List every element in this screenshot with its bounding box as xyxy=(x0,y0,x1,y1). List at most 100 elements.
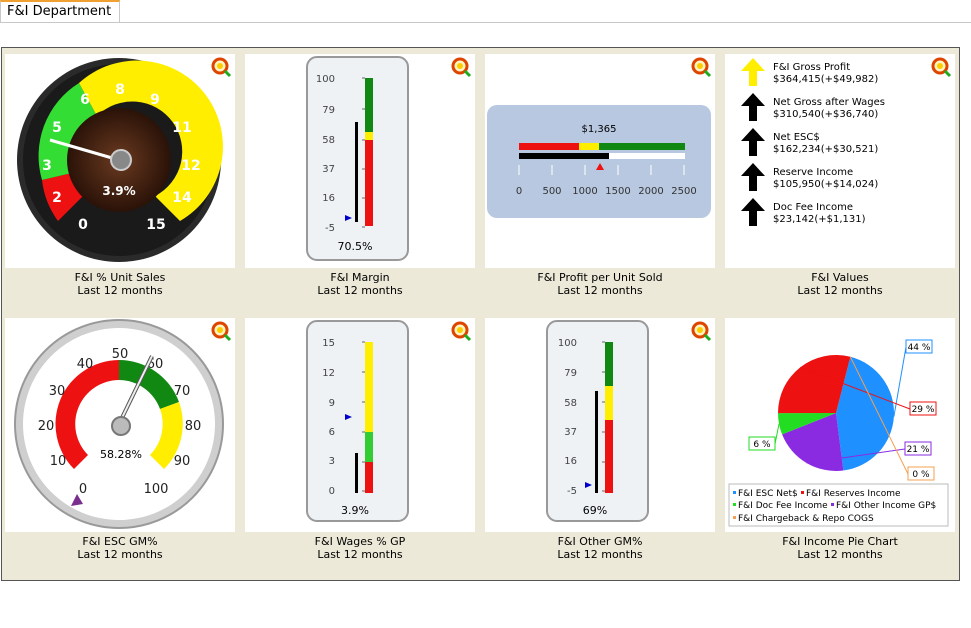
gauge-card-other-gm: 100 79 58 37 16 -5 69% xyxy=(485,318,715,532)
value-name: Reserve Income xyxy=(773,167,853,178)
band-red xyxy=(519,143,579,150)
gauge-value: 3.9% xyxy=(102,184,135,198)
scale-label-12: 12 xyxy=(181,158,200,174)
caption-title: F&I Income Pie Chart xyxy=(782,535,898,548)
caption-wages-gp: F&I Wages % GP Last 12 months xyxy=(245,535,475,561)
scale-label-0: 0 xyxy=(78,217,88,233)
band-yellow xyxy=(579,143,599,150)
band-green xyxy=(605,342,613,386)
pie-data-label: 6 % xyxy=(753,440,771,450)
legend-swatch xyxy=(733,491,736,494)
tab-fi-department[interactable]: F&I Department xyxy=(0,0,121,22)
scale-label: 2000 xyxy=(638,186,663,197)
band-red xyxy=(365,140,373,226)
magnifier-icon[interactable] xyxy=(450,320,472,342)
band-red xyxy=(365,462,373,493)
esc-gm-gauge: 0 10 20 30 40 50 60 70 80 90 100 58.28% xyxy=(14,319,224,529)
value-bar xyxy=(355,122,358,222)
caption-period: Last 12 months xyxy=(797,548,883,561)
caption-title: F&I % Unit Sales xyxy=(74,271,166,284)
pie-slice[interactable] xyxy=(778,413,836,435)
legend-swatch xyxy=(801,491,804,494)
pie-data-label: 21 % xyxy=(907,445,930,455)
scale-label-30: 30 xyxy=(49,384,66,399)
scale-label-5: 5 xyxy=(52,120,62,136)
scale-label: 1500 xyxy=(605,186,630,197)
list-item: Net Gross after Wages $310,540(+$36,740) xyxy=(741,93,885,121)
magnifier-icon[interactable] xyxy=(210,56,232,78)
caption-title: F&I ESC GM% xyxy=(82,535,158,548)
pie-slice[interactable] xyxy=(782,413,844,471)
gauge-value: 3.9% xyxy=(341,504,369,517)
list-item: Doc Fee Income $23,142(+$1,131) xyxy=(741,198,866,226)
caption-esc-gm: F&I ESC GM% Last 12 months xyxy=(5,535,235,561)
value-bar xyxy=(519,153,609,159)
scale-label: 9 xyxy=(329,398,335,409)
caption-other-gm: F&I Other GM% Last 12 months xyxy=(485,535,715,561)
scale-label-9: 9 xyxy=(150,92,160,108)
gauge-card-margin: 100 79 58 37 16 -5 70.5% xyxy=(245,54,475,268)
caption-pie-chart: F&I Income Pie Chart Last 12 months xyxy=(725,535,955,561)
gauge-frame xyxy=(487,105,711,218)
pie-slice[interactable] xyxy=(836,356,894,471)
legend-swatch xyxy=(733,503,736,506)
magnifier-icon[interactable] xyxy=(930,56,952,78)
caption-period: Last 12 months xyxy=(557,548,643,561)
scale-label-90: 90 xyxy=(174,454,191,469)
scale-label: 58 xyxy=(322,135,335,146)
scale-label: -5 xyxy=(567,486,577,497)
list-item: Net ESC$ $162,234(+$30,521) xyxy=(741,128,878,156)
scale-label-14: 14 xyxy=(172,190,192,206)
gauge-card-wages-gp: 15 12 9 6 3 0 3.9% xyxy=(245,318,475,532)
scale-label-8: 8 xyxy=(115,82,125,98)
value-name: Net Gross after Wages xyxy=(773,97,885,108)
scale-label: 58 xyxy=(564,398,577,409)
value-amount: $162,234(+$30,521) xyxy=(773,144,878,155)
band-yellow xyxy=(605,386,613,420)
band-red xyxy=(42,172,83,221)
value-name: Doc Fee Income xyxy=(773,202,853,213)
pie-slice[interactable] xyxy=(778,355,851,414)
value-amount: $105,950(+$14,024) xyxy=(773,179,878,190)
gauge-frame xyxy=(306,320,409,522)
band-red xyxy=(605,420,613,493)
scale-label-10: 10 xyxy=(50,454,67,469)
band-green xyxy=(599,143,685,150)
tab-label: F&I Department xyxy=(7,4,112,19)
magnifier-icon[interactable] xyxy=(210,320,232,342)
margin-gauge: 100 79 58 37 16 -5 70.5% xyxy=(306,56,409,261)
scale-label: 37 xyxy=(322,164,335,175)
gauge-card-profit-per-unit: $1,365 0 500 1000 1500 2000 2500 xyxy=(485,54,715,268)
legend-entry: F&I Chargeback & Repo COGS xyxy=(738,514,874,524)
arrow-up-icon xyxy=(741,93,765,121)
gauge-card-unit-sales: 0 2 3 5 6 8 9 11 12 14 15 3.9% xyxy=(5,54,235,268)
pie-data-label: 44 % xyxy=(908,343,931,353)
needle-hub xyxy=(110,149,132,171)
magnifier-icon[interactable] xyxy=(690,56,712,78)
magnifier-icon[interactable] xyxy=(690,320,712,342)
arrow-up-icon xyxy=(741,163,765,191)
band-green xyxy=(119,360,179,409)
scale-label-70: 70 xyxy=(174,384,191,399)
scale-label: 1000 xyxy=(572,186,597,197)
band-yellow xyxy=(79,60,223,222)
pie-leader-line xyxy=(806,448,906,464)
pie-leader-line xyxy=(774,423,780,445)
band-red xyxy=(55,360,119,469)
tab-underline xyxy=(0,22,971,23)
target-marker xyxy=(71,494,83,506)
pie-leader-line xyxy=(849,356,909,475)
caption-period: Last 12 months xyxy=(557,284,643,297)
dashboard-panel: 0 2 3 5 6 8 9 11 12 14 15 3.9% F&I % Uni… xyxy=(1,47,960,581)
wages-gp-gauge: 15 12 9 6 3 0 3.9% xyxy=(306,320,409,522)
target-marker xyxy=(596,163,604,170)
scale-label: 0 xyxy=(516,186,522,197)
target-marker xyxy=(345,215,352,221)
magnifier-icon[interactable] xyxy=(450,56,472,78)
gauge-value: 69% xyxy=(583,504,607,517)
legend-entry: F&I Reserves Income xyxy=(806,489,901,499)
scale-label: 6 xyxy=(329,427,335,438)
value-amount: $23,142(+$1,131) xyxy=(773,214,866,225)
caption-period: Last 12 months xyxy=(317,284,403,297)
pie-data-label: 0 % xyxy=(912,470,930,480)
